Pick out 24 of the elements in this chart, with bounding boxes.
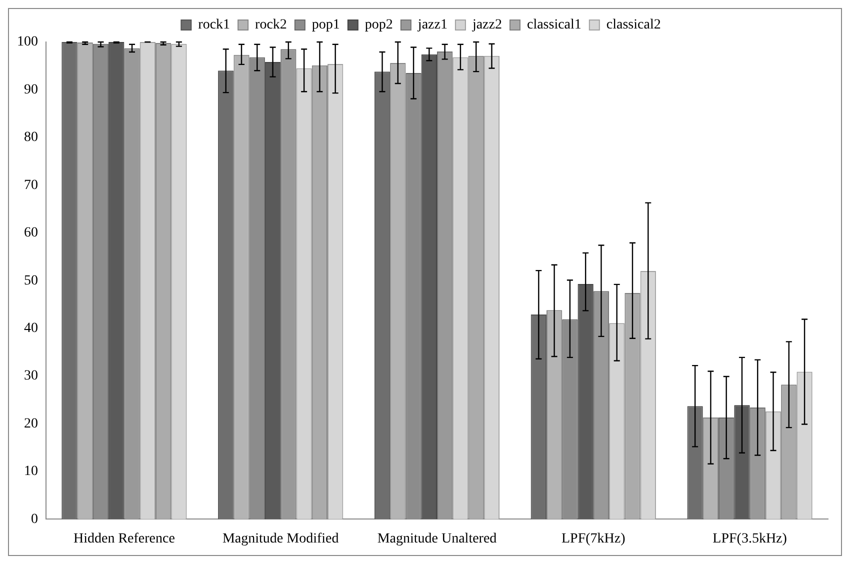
legend-label: jazz1 [416, 18, 448, 33]
legend-label: jazz2 [471, 18, 502, 33]
y-tick-label: 80 [24, 130, 38, 146]
y-tick-label: 60 [24, 226, 38, 241]
y-tick-label: 0 [31, 512, 38, 527]
legend-label: classical2 [606, 18, 661, 33]
x-tick-label: Magnitude Unaltered [377, 531, 497, 546]
x-tick-label: Hidden Reference [73, 531, 175, 546]
y-tick-label: 20 [24, 416, 38, 432]
y-tick-label: 50 [24, 273, 38, 288]
legend-label: pop2 [364, 18, 393, 33]
legend-label: classical1 [526, 18, 582, 33]
y-tick-label: 40 [24, 320, 38, 336]
x-tick-label: LPF(3.5kHz) [712, 531, 788, 546]
legend-label: pop1 [312, 18, 340, 33]
y-tick-label: 10 [24, 464, 38, 480]
legend-label: rock2 [255, 18, 287, 33]
y-tick-label: 30 [24, 368, 38, 384]
legend-label: rock1 [198, 18, 230, 33]
x-tick-label: LPF(7kHz) [562, 531, 626, 546]
y-tick-label: 100 [17, 34, 38, 50]
y-tick-label: 90 [24, 82, 38, 98]
y-tick-label: 70 [24, 178, 38, 193]
x-tick-label: Magnitude Modified [222, 531, 339, 546]
